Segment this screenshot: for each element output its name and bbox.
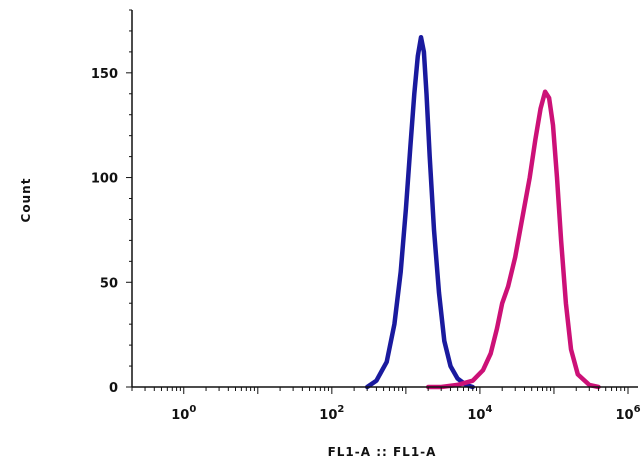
series-line-1 [364,34,475,390]
x-tick-label: 100 [171,404,196,423]
y-tick-label: 50 [100,276,118,291]
y-tick-label: 100 [91,172,118,187]
x-tick-label: 104 [467,404,492,423]
y-axis-title: Count [19,178,33,223]
series-line-2 [425,89,601,390]
x-tick-label: 102 [319,404,344,423]
y-tick-label: 150 [91,67,118,82]
x-axis-title: FL1-A :: FL1-A [328,445,437,459]
x-tick-label: 106 [615,404,640,423]
y-tick-label: 0 [109,381,118,396]
